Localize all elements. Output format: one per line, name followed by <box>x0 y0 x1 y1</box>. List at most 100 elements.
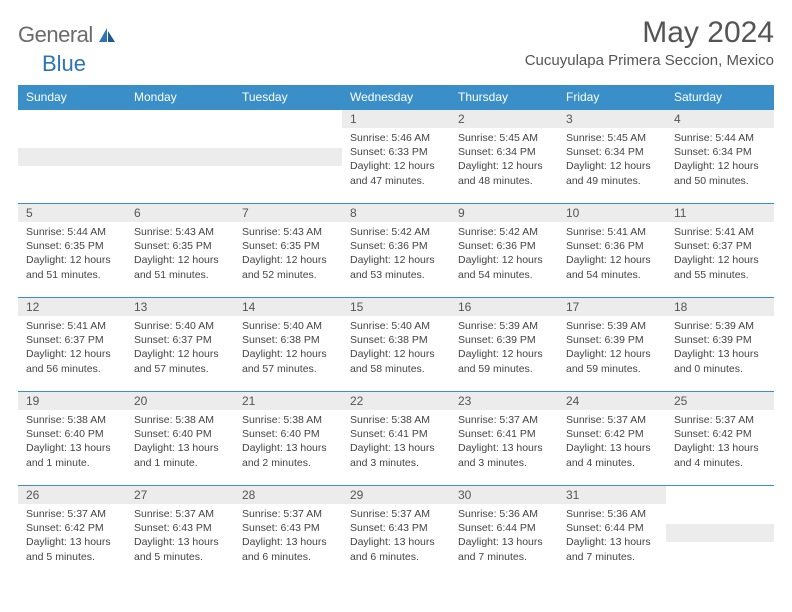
sunrise-text: Sunrise: 5:40 AM <box>134 319 226 333</box>
daylight-text: and 51 minutes. <box>134 268 226 282</box>
sunset-text: Sunset: 6:42 PM <box>566 427 658 441</box>
logo-word1: General <box>18 22 93 48</box>
daylight-text: and 2 minutes. <box>242 456 334 470</box>
sunset-text: Sunset: 6:34 PM <box>674 145 766 159</box>
weekday-header: Wednesday <box>342 85 450 110</box>
daylight-text: and 54 minutes. <box>566 268 658 282</box>
sunrise-text: Sunrise: 5:37 AM <box>134 507 226 521</box>
calendar-week-row: 5Sunrise: 5:44 AMSunset: 6:35 PMDaylight… <box>18 204 774 298</box>
daylight-text: and 50 minutes. <box>674 174 766 188</box>
daylight-text: and 6 minutes. <box>242 550 334 564</box>
sunrise-text: Sunrise: 5:39 AM <box>674 319 766 333</box>
day-cell: 1Sunrise: 5:46 AMSunset: 6:33 PMDaylight… <box>342 110 450 204</box>
day-number: 18 <box>666 298 774 316</box>
day-body: Sunrise: 5:41 AMSunset: 6:36 PMDaylight:… <box>558 222 666 282</box>
day-cell: 11Sunrise: 5:41 AMSunset: 6:37 PMDayligh… <box>666 204 774 298</box>
day-number: 10 <box>558 204 666 222</box>
day-cell: 20Sunrise: 5:38 AMSunset: 6:40 PMDayligh… <box>126 392 234 486</box>
daylight-text: Daylight: 12 hours <box>674 253 766 267</box>
day-body: Sunrise: 5:37 AMSunset: 6:43 PMDaylight:… <box>234 504 342 564</box>
daylight-text: Daylight: 12 hours <box>350 253 442 267</box>
day-cell: 24Sunrise: 5:37 AMSunset: 6:42 PMDayligh… <box>558 392 666 486</box>
day-body: Sunrise: 5:40 AMSunset: 6:37 PMDaylight:… <box>126 316 234 376</box>
daylight-text: Daylight: 13 hours <box>242 535 334 549</box>
day-body: Sunrise: 5:40 AMSunset: 6:38 PMDaylight:… <box>342 316 450 376</box>
day-cell: 31Sunrise: 5:36 AMSunset: 6:44 PMDayligh… <box>558 486 666 580</box>
weekday-header: Monday <box>126 85 234 110</box>
daylight-text: Daylight: 12 hours <box>566 253 658 267</box>
sunrise-text: Sunrise: 5:38 AM <box>134 413 226 427</box>
sunset-text: Sunset: 6:36 PM <box>458 239 550 253</box>
sunrise-text: Sunrise: 5:38 AM <box>26 413 118 427</box>
day-cell: 18Sunrise: 5:39 AMSunset: 6:39 PMDayligh… <box>666 298 774 392</box>
daylight-text: and 56 minutes. <box>26 362 118 376</box>
calendar-week-row: 26Sunrise: 5:37 AMSunset: 6:42 PMDayligh… <box>18 486 774 580</box>
day-body: Sunrise: 5:41 AMSunset: 6:37 PMDaylight:… <box>666 222 774 282</box>
day-number: 20 <box>126 392 234 410</box>
daylight-text: Daylight: 12 hours <box>26 347 118 361</box>
sunset-text: Sunset: 6:37 PM <box>134 333 226 347</box>
sunrise-text: Sunrise: 5:45 AM <box>458 131 550 145</box>
weekday-header-row: SundayMondayTuesdayWednesdayThursdayFrid… <box>18 85 774 110</box>
daylight-text: and 54 minutes. <box>458 268 550 282</box>
daylight-text: Daylight: 12 hours <box>134 347 226 361</box>
sunset-text: Sunset: 6:43 PM <box>134 521 226 535</box>
day-number: 19 <box>18 392 126 410</box>
sunset-text: Sunset: 6:44 PM <box>458 521 550 535</box>
sunset-text: Sunset: 6:33 PM <box>350 145 442 159</box>
day-number: 29 <box>342 486 450 504</box>
daylight-text: and 6 minutes. <box>350 550 442 564</box>
sunrise-text: Sunrise: 5:44 AM <box>26 225 118 239</box>
sunset-text: Sunset: 6:36 PM <box>350 239 442 253</box>
sunrise-text: Sunrise: 5:36 AM <box>458 507 550 521</box>
empty-day-num <box>666 524 774 542</box>
daylight-text: Daylight: 13 hours <box>674 441 766 455</box>
day-number: 5 <box>18 204 126 222</box>
day-number: 6 <box>126 204 234 222</box>
sunrise-text: Sunrise: 5:37 AM <box>458 413 550 427</box>
day-number: 15 <box>342 298 450 316</box>
sunset-text: Sunset: 6:40 PM <box>134 427 226 441</box>
day-cell: 29Sunrise: 5:37 AMSunset: 6:43 PMDayligh… <box>342 486 450 580</box>
sunset-text: Sunset: 6:42 PM <box>26 521 118 535</box>
day-body: Sunrise: 5:37 AMSunset: 6:43 PMDaylight:… <box>126 504 234 564</box>
day-body: Sunrise: 5:38 AMSunset: 6:40 PMDaylight:… <box>234 410 342 470</box>
sunset-text: Sunset: 6:41 PM <box>458 427 550 441</box>
day-cell: 10Sunrise: 5:41 AMSunset: 6:36 PMDayligh… <box>558 204 666 298</box>
sunset-text: Sunset: 6:37 PM <box>26 333 118 347</box>
daylight-text: and 51 minutes. <box>26 268 118 282</box>
day-cell: 13Sunrise: 5:40 AMSunset: 6:37 PMDayligh… <box>126 298 234 392</box>
day-body: Sunrise: 5:36 AMSunset: 6:44 PMDaylight:… <box>450 504 558 564</box>
day-number: 22 <box>342 392 450 410</box>
empty-day-cell <box>126 110 234 204</box>
day-number: 3 <box>558 110 666 128</box>
day-cell: 2Sunrise: 5:45 AMSunset: 6:34 PMDaylight… <box>450 110 558 204</box>
daylight-text: Daylight: 13 hours <box>242 441 334 455</box>
sunrise-text: Sunrise: 5:42 AM <box>350 225 442 239</box>
sunrise-text: Sunrise: 5:43 AM <box>242 225 334 239</box>
daylight-text: and 4 minutes. <box>566 456 658 470</box>
day-cell: 7Sunrise: 5:43 AMSunset: 6:35 PMDaylight… <box>234 204 342 298</box>
day-body: Sunrise: 5:40 AMSunset: 6:38 PMDaylight:… <box>234 316 342 376</box>
daylight-text: Daylight: 12 hours <box>242 347 334 361</box>
day-cell: 4Sunrise: 5:44 AMSunset: 6:34 PMDaylight… <box>666 110 774 204</box>
empty-day-num <box>234 148 342 166</box>
day-cell: 15Sunrise: 5:40 AMSunset: 6:38 PMDayligh… <box>342 298 450 392</box>
day-body: Sunrise: 5:38 AMSunset: 6:40 PMDaylight:… <box>18 410 126 470</box>
daylight-text: Daylight: 12 hours <box>134 253 226 267</box>
day-number: 24 <box>558 392 666 410</box>
weekday-header: Saturday <box>666 85 774 110</box>
day-cell: 17Sunrise: 5:39 AMSunset: 6:39 PMDayligh… <box>558 298 666 392</box>
day-cell: 23Sunrise: 5:37 AMSunset: 6:41 PMDayligh… <box>450 392 558 486</box>
day-cell: 21Sunrise: 5:38 AMSunset: 6:40 PMDayligh… <box>234 392 342 486</box>
daylight-text: Daylight: 12 hours <box>242 253 334 267</box>
day-number: 13 <box>126 298 234 316</box>
title-block: May 2024 Cucuyulapa Primera Seccion, Mex… <box>525 16 774 69</box>
daylight-text: and 53 minutes. <box>350 268 442 282</box>
day-cell: 28Sunrise: 5:37 AMSunset: 6:43 PMDayligh… <box>234 486 342 580</box>
sunset-text: Sunset: 6:38 PM <box>242 333 334 347</box>
daylight-text: Daylight: 13 hours <box>350 535 442 549</box>
daylight-text: and 0 minutes. <box>674 362 766 376</box>
daylight-text: and 59 minutes. <box>458 362 550 376</box>
daylight-text: Daylight: 12 hours <box>674 159 766 173</box>
